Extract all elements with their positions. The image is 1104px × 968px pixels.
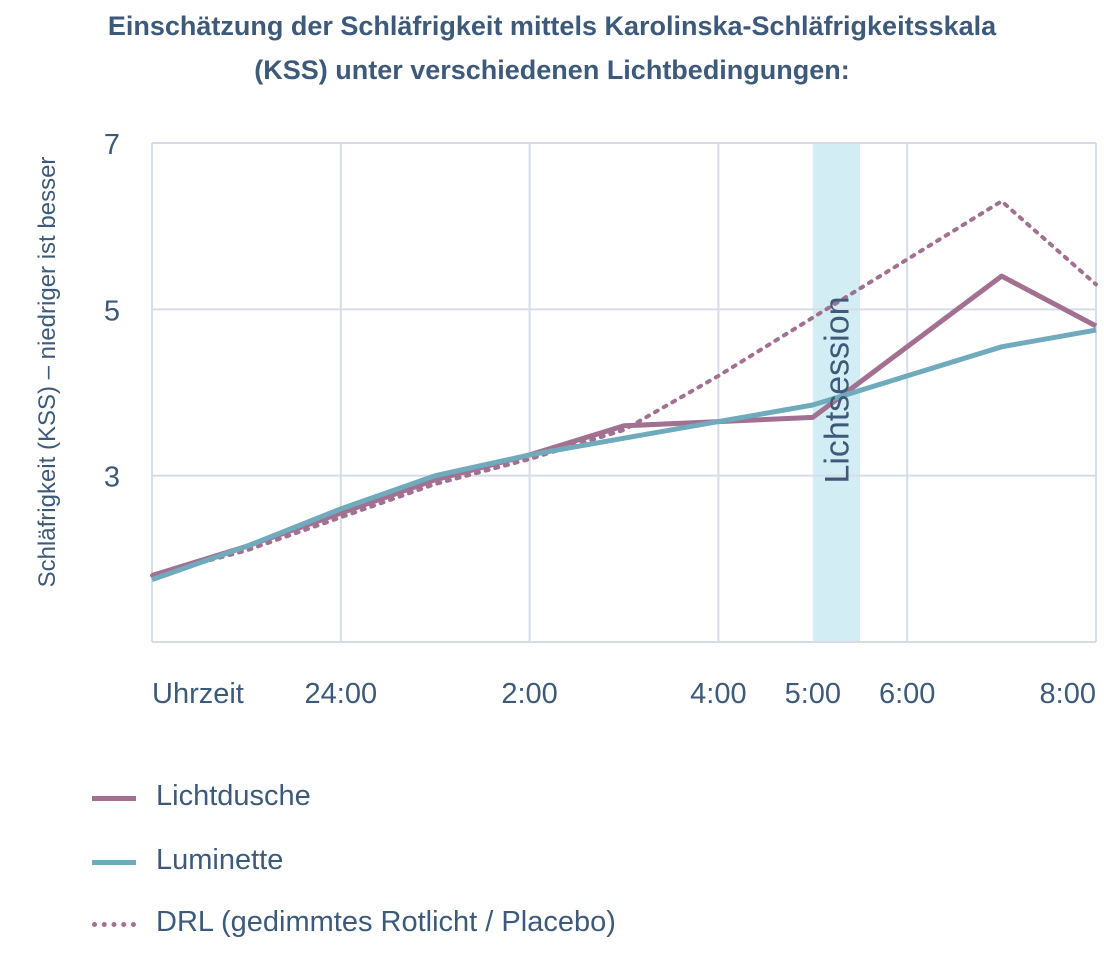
legend-item-drl: DRL (gedimmtes Rotlicht / Placebo) — [92, 900, 992, 950]
legend-label-luminette: Luminette — [156, 844, 284, 876]
chart-title: Einschätzung der Schläfrigkeit mittels K… — [0, 4, 1104, 92]
legend-swatch-drl — [92, 922, 136, 927]
legend-swatch-luminette — [92, 860, 136, 865]
grid-layer — [151, 142, 1097, 643]
x-tick-label: 2:00 — [501, 678, 557, 710]
x-tick-label: 8:00 — [1040, 678, 1096, 710]
label-layer: 3 5 7 Uhrzeit 24:00 2:00 4:00 5:00 6:00 8:00 Schlä… — [34, 129, 1096, 710]
legend-swatch-lichtdusche — [92, 796, 136, 801]
y-tick-label: 5 — [104, 295, 120, 327]
y-tick-label: 7 — [104, 129, 120, 161]
x-tick-label: 4:00 — [690, 678, 746, 710]
legend-item-lichtdusche: Lichtdusche — [92, 774, 992, 824]
chart-title-line-2: (KSS) unter verschiedenen Lichtbedingung… — [254, 55, 850, 85]
series-lichtdusche-line — [151, 273, 1098, 578]
y-tick-label: 3 — [104, 462, 120, 494]
y-axis-title: Schläfrigkeit (KSS) – niedriger ist bess… — [34, 157, 61, 588]
kss-line-chart: 3 5 7 Uhrzeit 24:00 2:00 4:00 5:00 6:00 8:00 Schlä… — [34, 129, 1098, 710]
series-layer — [150, 199, 1098, 582]
x-tick-label: 5:00 — [785, 678, 841, 710]
x-tick-label: 6:00 — [879, 678, 935, 710]
series-luminette-line — [151, 327, 1097, 582]
legend-label-lichtdusche: Lichtdusche — [156, 780, 311, 812]
legend-item-luminette: Luminette — [92, 838, 992, 888]
legend-label-drl: DRL (gedimmtes Rotlicht / Placebo) — [156, 906, 616, 938]
chart-title-line-1: Einschätzung der Schläfrigkeit mittels K… — [107, 11, 997, 41]
series-drl-line — [150, 199, 1098, 578]
x-axis-title: Uhrzeit — [152, 678, 244, 710]
x-tick-label: 24:00 — [305, 678, 378, 710]
lichtsession-label: Lichtsession — [818, 296, 856, 483]
